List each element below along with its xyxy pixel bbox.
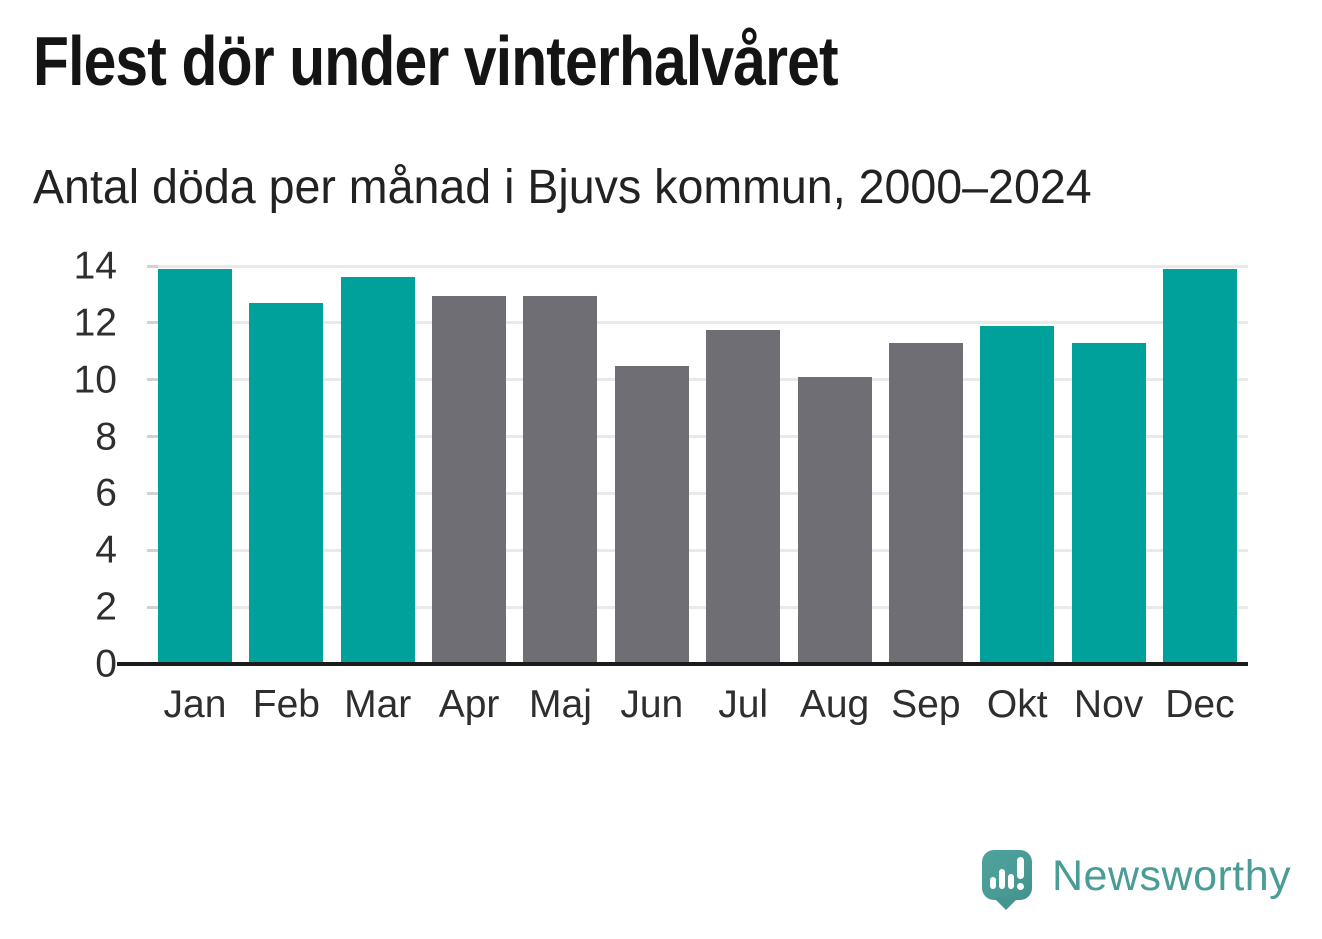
bar-jun <box>614 365 689 664</box>
y-tick-4 <box>147 548 158 552</box>
x-axis-label-maj: Maj <box>529 683 592 726</box>
x-axis-label-aug: Aug <box>799 683 870 726</box>
y-tick-6 <box>147 491 158 495</box>
chart-title: Flest dör under vinterhalvåret <box>33 22 839 100</box>
x-axis: Jan Feb Mar Apr Maj Jun Jul Aug Sep Okt Nov Dec <box>147 683 1248 727</box>
logo-bar-icon <box>990 877 996 889</box>
bar-nov <box>1071 342 1146 664</box>
y-axis-label-10: 10 <box>73 358 117 402</box>
newsworthy-logo: Newsworthy <box>982 850 1302 912</box>
bar-chart: 0 2 4 6 8 10 12 14 Jan Feb Mar Apr Maj Jun Jul Aug Sep O… <box>0 247 1248 726</box>
x-axis-label-sep: Sep <box>891 683 961 726</box>
bar-okt <box>980 325 1055 664</box>
y-axis-label-14: 14 <box>73 244 117 288</box>
newsworthy-logo-icon <box>982 850 1032 900</box>
y-axis-label-6: 6 <box>95 471 117 515</box>
bar-maj <box>523 295 598 664</box>
logo-speech-tail <box>993 897 1019 910</box>
x-axis-label-feb: Feb <box>252 683 320 726</box>
bars-group <box>147 266 1248 664</box>
gridline-8 <box>147 435 1248 439</box>
y-tick-2 <box>147 605 158 609</box>
plot-area: Jan Feb Mar Apr Maj Jun Jul Aug Sep Okt Nov Dec <box>117 264 1248 726</box>
y-axis-label-0: 0 <box>95 642 117 686</box>
bar-aug <box>797 376 872 664</box>
y-tick-14 <box>147 264 158 268</box>
x-axis-label-nov: Nov <box>1073 683 1144 726</box>
x-axis-label-jul: Jul <box>718 683 769 726</box>
x-axis-label-mar: Mar <box>344 683 412 726</box>
gridline-12 <box>147 321 1248 325</box>
x-axis-label-jun: Jun <box>620 683 684 726</box>
logo-text: Newsworthy <box>1052 852 1292 900</box>
bar-apr <box>432 295 507 664</box>
y-tick-10 <box>147 378 158 382</box>
x-axis-label-dec: Dec <box>1165 683 1235 726</box>
y-axis-label-8: 8 <box>95 415 117 459</box>
bar-jan <box>158 268 232 664</box>
y-axis: 0 2 4 6 8 10 12 14 <box>0 247 147 684</box>
logo-bar-icon <box>1008 874 1014 889</box>
y-axis-label-4: 4 <box>95 528 117 572</box>
y-axis-label-2: 2 <box>95 585 117 629</box>
y-tick-8 <box>147 435 158 439</box>
gridline-2 <box>147 605 1248 609</box>
bar-mar <box>340 277 415 664</box>
y-axis-label-12: 12 <box>73 301 117 345</box>
bar-feb <box>249 303 324 664</box>
x-axis-line <box>117 662 1248 666</box>
bar-dec <box>1162 268 1237 664</box>
logo-bar-icon <box>999 869 1005 889</box>
gridline-6 <box>147 491 1248 495</box>
bar-jul <box>706 330 781 664</box>
logo-exclamation-icon <box>1017 857 1024 879</box>
bar-sep <box>888 342 963 664</box>
logo-exclamation-dot-icon <box>1017 883 1024 890</box>
gridline-10 <box>147 378 1248 382</box>
chart-subtitle: Antal döda per månad i Bjuvs kommun, 200… <box>33 161 1092 214</box>
x-axis-label-apr: Apr <box>438 683 500 726</box>
y-tick-12 <box>147 321 158 325</box>
gridline-14 <box>147 264 1248 268</box>
gridline-4 <box>147 548 1248 552</box>
x-axis-label-okt: Okt <box>986 683 1048 726</box>
x-axis-label-jan: Jan <box>163 683 227 726</box>
